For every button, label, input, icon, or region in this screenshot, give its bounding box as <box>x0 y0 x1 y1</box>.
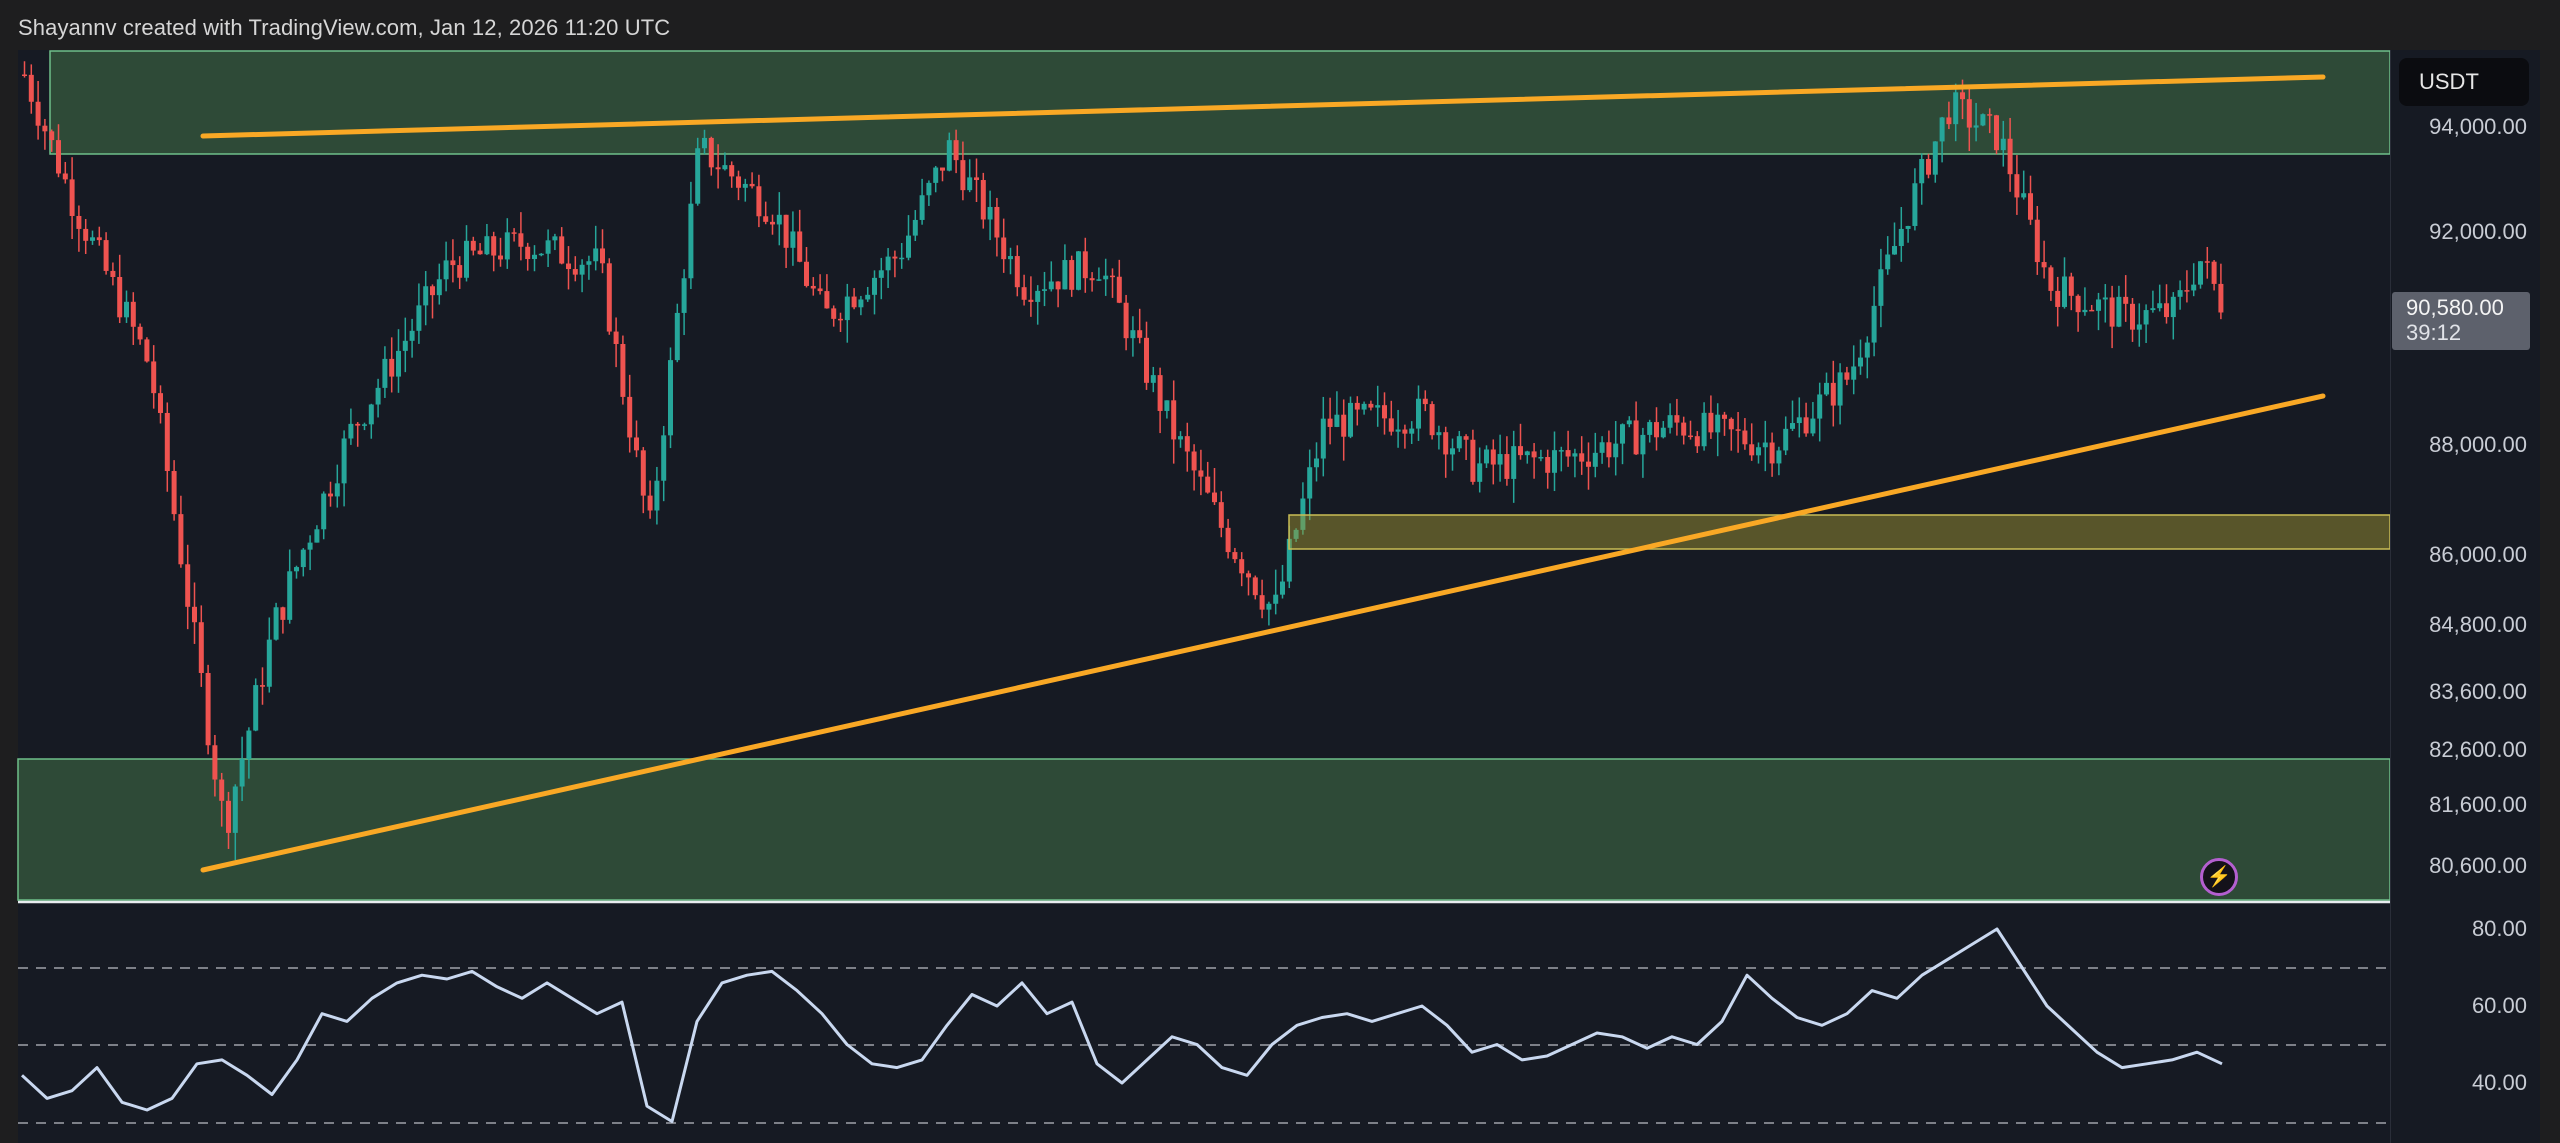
axis-tick-label: 94,000.00 <box>2429 114 2527 139</box>
axis-tick-label: 92,000.00 <box>2429 219 2527 244</box>
left-margin <box>0 50 18 1143</box>
last-price-value: 90,580.00 <box>2406 295 2504 320</box>
lower-demand-zone[interactable] <box>17 758 2390 901</box>
chart-canvas[interactable] <box>0 0 2390 1143</box>
yellow-zone[interactable] <box>1288 514 2390 550</box>
lightning-icon[interactable]: ⚡ <box>2200 858 2238 896</box>
axis-tick-label: 86,000.00 <box>2429 542 2527 567</box>
axis-tick-label: 60.00 <box>2471 993 2527 1018</box>
axis-tick-label: 80,600.00 <box>2429 853 2527 878</box>
axis-tick-label: 88,000.00 <box>2429 432 2527 457</box>
candlestick-series <box>22 61 2224 861</box>
axis-tick-label: 83,600.00 <box>2429 679 2527 704</box>
chart-header: Shayannv created with TradingView.com, J… <box>0 0 2560 50</box>
last-price-tag: 90,580.00 39:12 <box>2392 292 2530 350</box>
axis-tick-label: 40.00 <box>2471 1070 2527 1095</box>
axis-tick-label: 82,600.00 <box>2429 737 2527 762</box>
axis-tick-label: 81,600.00 <box>2429 792 2527 817</box>
upper-supply-zone[interactable] <box>49 50 2390 155</box>
axis-tick-label: 84,800.00 <box>2429 612 2527 637</box>
chart-credit: Shayannv created with TradingView.com, J… <box>18 15 671 40</box>
price-axis[interactable]: USDT 94,000.00 92,000.00 88,000.00 86,000.0… <box>2390 50 2541 1143</box>
rsi-line <box>20 927 2223 1123</box>
upper-trendline[interactable] <box>200 74 2326 139</box>
bar-countdown: 39:12 <box>2406 320 2462 345</box>
currency-label[interactable]: USDT <box>2399 58 2529 106</box>
right-margin <box>2540 0 2560 1143</box>
rsi-pane[interactable] <box>18 903 2390 1143</box>
axis-tick-label: 80.00 <box>2471 916 2527 941</box>
ascending-support-trendline[interactable] <box>200 393 2326 873</box>
